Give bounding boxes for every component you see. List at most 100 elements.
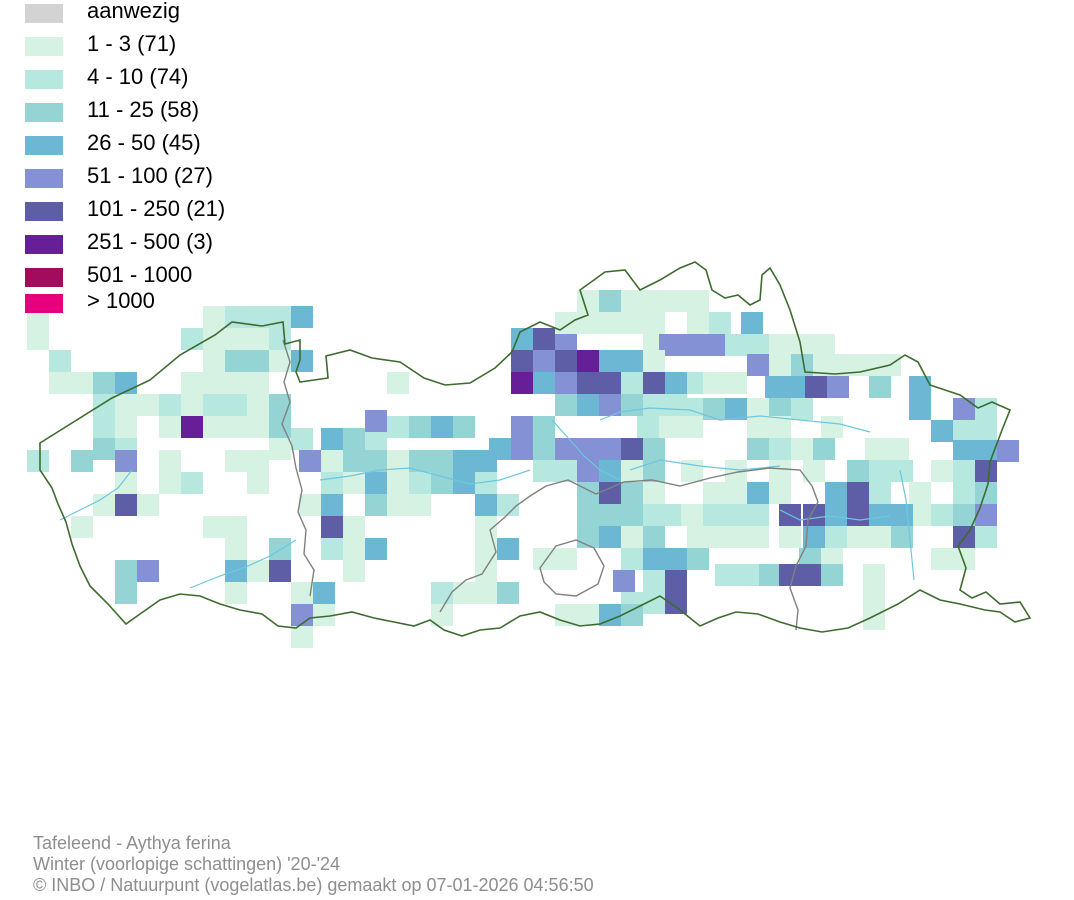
grid-cell bbox=[343, 516, 365, 538]
grid-cell bbox=[599, 482, 621, 504]
grid-cell bbox=[247, 372, 269, 394]
grid-cell bbox=[643, 438, 665, 460]
grid-cell bbox=[269, 416, 291, 438]
grid-cell bbox=[321, 428, 343, 450]
grid-cell bbox=[343, 450, 365, 472]
grid-cell bbox=[555, 372, 577, 394]
grid-cell bbox=[791, 438, 813, 460]
grid-cell bbox=[225, 450, 247, 472]
grid-cell bbox=[769, 334, 791, 356]
province-border bbox=[281, 339, 315, 597]
grid-cell bbox=[431, 450, 453, 472]
grid-cell bbox=[475, 516, 497, 538]
grid-cell bbox=[365, 410, 387, 432]
grid-cell bbox=[953, 440, 975, 462]
grid-cell bbox=[821, 416, 843, 438]
grid-cell bbox=[621, 394, 643, 416]
grid-cell bbox=[599, 312, 621, 334]
grid-cell bbox=[247, 394, 269, 416]
grid-cell bbox=[71, 516, 93, 538]
legend-item: aanwezig bbox=[25, 0, 325, 33]
grid-cell bbox=[869, 376, 891, 398]
grid-cell bbox=[909, 376, 931, 398]
grid-cell bbox=[181, 372, 203, 394]
grid-cell bbox=[803, 504, 825, 526]
grid-cell bbox=[665, 290, 687, 312]
grid-cell bbox=[953, 504, 975, 526]
grid-cell bbox=[159, 472, 181, 494]
grid-cell bbox=[779, 564, 801, 586]
grid-cell bbox=[791, 398, 813, 420]
legend-swatch bbox=[25, 37, 63, 56]
grid-cell bbox=[659, 416, 681, 438]
grid-cell bbox=[203, 416, 225, 438]
grid-cell bbox=[387, 450, 409, 472]
grid-cell bbox=[665, 372, 687, 394]
grid-cell bbox=[365, 428, 387, 450]
legend-label: 51 - 100 (27) bbox=[87, 163, 213, 188]
grid-cell bbox=[343, 472, 365, 494]
caption-period: Winter (voorlopige schattingen) '20-'24 bbox=[33, 854, 341, 874]
grid-cell bbox=[621, 482, 643, 504]
grid-cell bbox=[725, 526, 747, 548]
river bbox=[59, 469, 133, 521]
grid-cell bbox=[799, 564, 821, 586]
grid-cell bbox=[291, 306, 313, 328]
grid-cell bbox=[137, 494, 159, 516]
grid-cell bbox=[291, 582, 313, 604]
grid-cell bbox=[577, 604, 599, 626]
grid-cell bbox=[321, 450, 343, 472]
grid-cell bbox=[247, 450, 269, 472]
grid-cell bbox=[869, 460, 891, 482]
grid-cell bbox=[665, 570, 687, 592]
grid-cell bbox=[321, 472, 343, 494]
grid-cell bbox=[599, 290, 621, 312]
grid-cell bbox=[313, 582, 335, 604]
legend-item: 11 - 25 (58) bbox=[25, 97, 325, 132]
grid-cell bbox=[225, 560, 247, 582]
grid-cell bbox=[821, 564, 843, 586]
grid-cell bbox=[533, 372, 555, 394]
grid-cell bbox=[247, 472, 269, 494]
grid-cell bbox=[769, 460, 791, 482]
grid-cell bbox=[835, 354, 857, 376]
grid-cell bbox=[703, 398, 725, 420]
grid-cell bbox=[475, 582, 497, 604]
grid-cell bbox=[975, 460, 997, 482]
legend-swatch bbox=[25, 103, 63, 122]
grid-cell bbox=[453, 450, 475, 472]
grid-cell bbox=[365, 450, 387, 472]
grid-cell bbox=[93, 494, 115, 516]
grid-cell bbox=[975, 504, 997, 526]
river bbox=[551, 419, 621, 481]
grid-cell bbox=[269, 394, 291, 416]
grid-cell bbox=[891, 504, 913, 526]
grid-cell bbox=[791, 354, 813, 376]
grid-cell bbox=[643, 290, 665, 312]
grid-cell bbox=[365, 538, 387, 560]
grid-cell bbox=[387, 494, 409, 516]
grid-cell bbox=[577, 394, 599, 416]
grid-cell bbox=[703, 482, 725, 504]
grid-cell bbox=[313, 604, 335, 626]
grid-cell bbox=[577, 460, 599, 482]
grid-cell bbox=[813, 438, 835, 460]
grid-cell bbox=[681, 416, 703, 438]
grid-cell bbox=[533, 460, 555, 482]
grid-cell bbox=[555, 312, 577, 334]
grid-cell bbox=[291, 428, 313, 450]
grid-cell bbox=[115, 416, 137, 438]
grid-cell bbox=[299, 494, 321, 516]
grid-cell bbox=[225, 582, 247, 604]
river bbox=[319, 467, 531, 485]
grid-cell bbox=[953, 460, 975, 482]
legend-item: 26 - 50 (45) bbox=[25, 130, 325, 165]
legend-swatch bbox=[25, 268, 63, 287]
legend-swatch bbox=[25, 202, 63, 221]
grid-cell bbox=[387, 372, 409, 394]
grid-cell bbox=[555, 548, 577, 570]
grid-cell bbox=[291, 604, 313, 626]
grid-cell bbox=[621, 526, 643, 548]
grid-cell bbox=[431, 472, 453, 494]
